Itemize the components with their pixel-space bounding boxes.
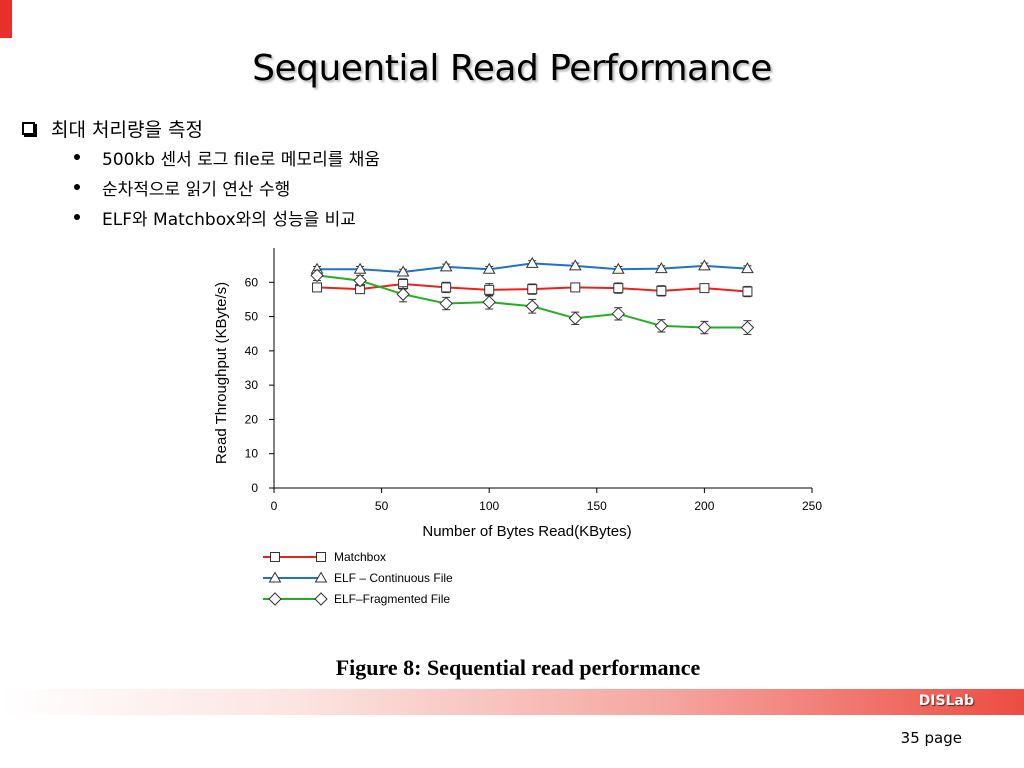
x-axis-label: Number of Bytes Read(KBytes) [422, 523, 631, 540]
slide-title: Sequential Read Performance [252, 48, 772, 89]
y-tick-label: 50 [245, 310, 259, 324]
legend-entry-0: Matchbox [263, 550, 386, 564]
checkbox-bullet-icon [22, 121, 35, 135]
data-point-square [742, 286, 753, 297]
y-tick-label: 10 [245, 447, 259, 461]
lab-name: DISLab [918, 693, 974, 709]
data-point-triangle [353, 262, 367, 274]
data-point-diamond [310, 268, 324, 283]
data-point-triangle [525, 256, 539, 268]
data-point-square [484, 284, 495, 295]
sub-bullet-text: 500kb 센서 로그 file로 메모리를 채움 [102, 149, 381, 170]
sub-bullet: 순차적으로 읽기 연산 수행 [22, 172, 380, 202]
legend-label: ELF – Continuous File [334, 571, 453, 585]
sub-bullet-text: ELF와 Matchbox와의 성능을 비교 [102, 209, 356, 230]
page-number: 35 page [900, 729, 962, 747]
data-point-square [570, 282, 581, 293]
data-point-diamond [740, 320, 755, 335]
x-tick-label: 100 [479, 499, 499, 513]
data-point-diamond [439, 296, 453, 311]
data-point-triangle [439, 260, 453, 272]
data-point-square [699, 283, 710, 294]
dot-bullet-icon [74, 214, 80, 220]
legend-entry-2: ELF–Fragmented File [263, 592, 450, 606]
data-point-diamond [314, 592, 328, 606]
data-point-diamond [353, 273, 367, 288]
throughput-line-chart: 0 50 100 150 200 250 0 10 20 30 40 50 60 Number of By… [213, 248, 822, 606]
data-point-diamond [654, 319, 669, 333]
data-point-triangle [698, 259, 711, 271]
y-axis-label: Read Throughput (KByte/s) [213, 282, 230, 464]
bullet-level1: 최대 처리량을 측정 [22, 114, 380, 142]
x-tick-label: 50 [375, 499, 389, 513]
bullet-list: 최대 처리량을 측정 500kb 센서 로그 file로 메모리를 채움 순차적… [22, 114, 380, 232]
data-point-square [312, 282, 323, 293]
sub-bullet: ELF와 Matchbox와의 성능을 비교 [22, 202, 380, 232]
data-point-square [270, 552, 280, 562]
dot-bullet-icon [74, 184, 80, 190]
footer-gradient-band [0, 689, 1024, 715]
data-point-triangle [482, 262, 496, 274]
data-point-triangle [654, 262, 668, 274]
y-tick-label: 30 [245, 378, 259, 392]
data-point-diamond [268, 592, 282, 606]
series-2 [310, 268, 755, 335]
legend-label: Matchbox [334, 550, 386, 564]
sub-bullet-text: 순차적으로 읽기 연산 수행 [102, 179, 291, 200]
data-point-square [441, 282, 452, 293]
y-tick-label: 20 [245, 412, 259, 426]
data-point-square [613, 283, 624, 294]
data-point-diamond [611, 307, 626, 321]
data-point-triangle [314, 571, 328, 583]
data-point-diamond [697, 320, 712, 335]
data-point-diamond [396, 287, 410, 301]
data-point-diamond [482, 295, 496, 309]
legend-entry-1: ELF – Continuous File [263, 571, 453, 585]
data-point-diamond [568, 311, 582, 325]
data-point-square [316, 552, 326, 562]
x-tick-label: 0 [271, 499, 278, 513]
bullet-text: 최대 처리량을 측정 [51, 118, 203, 141]
legend-label: ELF–Fragmented File [334, 592, 450, 606]
data-point-triangle [396, 265, 410, 277]
data-point-triangle [568, 259, 582, 271]
figure-caption: Figure 8: Sequential read performance [335, 655, 701, 680]
y-tick-label: 0 [251, 481, 258, 495]
dot-bullet-icon [74, 154, 80, 160]
series-1 [310, 256, 754, 277]
y-tick-label: 60 [245, 275, 259, 289]
data-point-triangle [268, 571, 282, 583]
data-point-triangle [611, 262, 625, 274]
series-0 [312, 278, 753, 298]
data-point-square [527, 284, 538, 295]
corner-accent-bar [0, 0, 12, 38]
x-tick-label: 150 [587, 499, 607, 513]
data-point-triangle [741, 262, 754, 274]
data-point-square [656, 285, 667, 296]
data-point-diamond [525, 299, 539, 313]
x-tick-label: 200 [694, 499, 714, 513]
y-tick-label: 40 [245, 344, 259, 358]
x-tick-label: 250 [802, 499, 822, 513]
sub-bullet: 500kb 센서 로그 file로 메모리를 채움 [22, 142, 380, 172]
